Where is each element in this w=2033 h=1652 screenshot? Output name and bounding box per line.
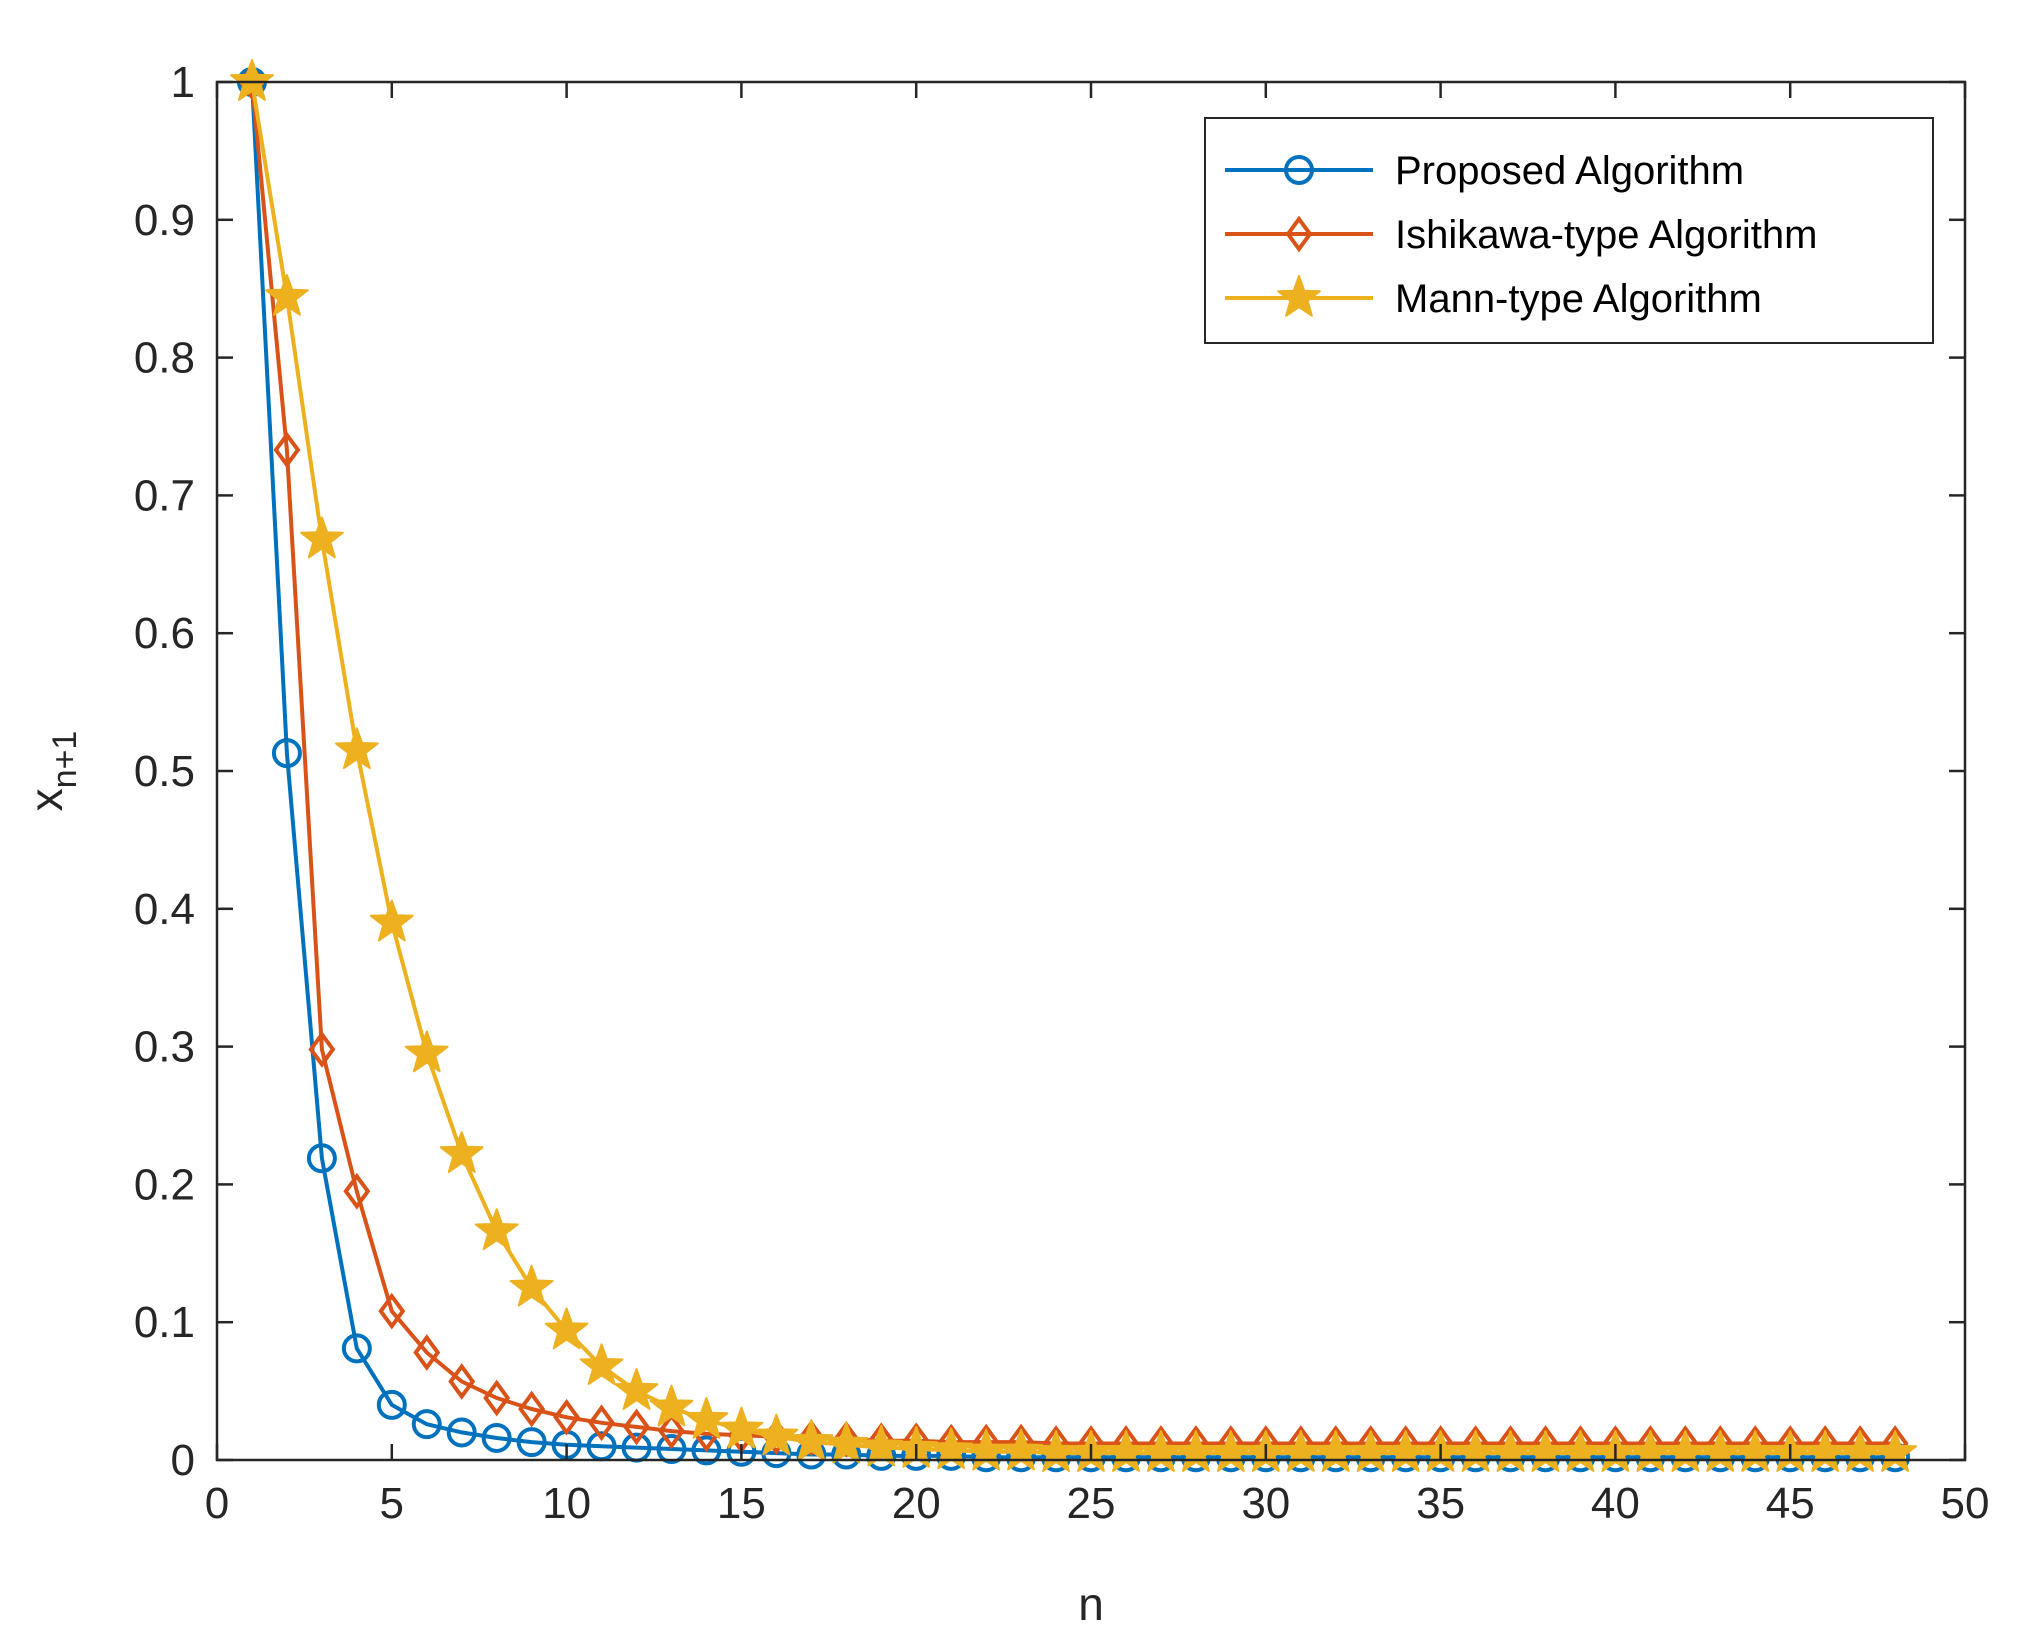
y-tick-label: 1 xyxy=(171,58,195,107)
data-point xyxy=(376,1389,407,1420)
data-point xyxy=(300,516,344,559)
data-point xyxy=(509,1264,554,1307)
data-point xyxy=(797,1419,825,1457)
tick-labels: 0 5 10 15 20 25 30 35 40 45 50 0 0.1 0.2 0.3 0.4 0.5 0.6 0… xyxy=(134,58,1990,1528)
data-point xyxy=(649,1384,694,1427)
data-point xyxy=(265,274,309,316)
legend-entry: Mann-type Algorithm xyxy=(1225,275,1762,321)
y-tick-label: 0.3 xyxy=(134,1023,195,1072)
data-point xyxy=(306,1143,337,1174)
data-point xyxy=(553,1398,581,1436)
data-point xyxy=(273,431,301,469)
x-tick-label: 45 xyxy=(1766,1479,1815,1528)
data-point xyxy=(483,1379,511,1417)
series-line xyxy=(250,81,1896,1446)
data-point xyxy=(656,1433,687,1464)
data-point xyxy=(579,1343,624,1386)
y-tick-label: 0.9 xyxy=(134,196,195,245)
data-point xyxy=(481,1422,512,1453)
y-tick-label: 0.4 xyxy=(134,885,195,934)
data-point xyxy=(413,1334,441,1371)
data-point xyxy=(404,1030,449,1073)
data-point xyxy=(474,1208,519,1251)
legend-entry: Proposed Algorithm xyxy=(1225,149,1744,193)
data-point xyxy=(343,1172,371,1210)
data-point xyxy=(614,1368,659,1410)
legend-label: Ishikawa-type Algorithm xyxy=(1395,213,1817,257)
data-point xyxy=(824,1421,869,1464)
x-tick-label: 0 xyxy=(205,1479,229,1528)
x-tick-label: 20 xyxy=(892,1479,941,1528)
data-point xyxy=(516,1427,547,1458)
y-tick-label: 0.8 xyxy=(134,334,195,383)
legend-label: Proposed Algorithm xyxy=(1395,149,1744,193)
y-axis-label-base: x xyxy=(20,788,72,811)
legend-entry: Ishikawa-type Algorithm xyxy=(1225,213,1817,257)
legend-marker xyxy=(1285,215,1313,253)
x-tick-label: 25 xyxy=(1067,1479,1116,1528)
y-axis-label-subscript: n+1 xyxy=(46,731,84,789)
legend-marker xyxy=(1284,155,1314,185)
data-point xyxy=(719,1406,764,1449)
x-axis-label: n xyxy=(1078,1578,1104,1630)
x-tick-label: 15 xyxy=(717,1479,766,1528)
data-point xyxy=(691,1435,722,1466)
y-tick-label: 0 xyxy=(171,1436,195,1485)
data-point xyxy=(230,59,274,101)
data-point xyxy=(334,727,379,770)
data-point xyxy=(544,1307,589,1350)
x-tick-label: 10 xyxy=(542,1479,591,1528)
data-point xyxy=(859,1424,904,1467)
data-point xyxy=(341,1333,372,1364)
legend-label: Mann-type Algorithm xyxy=(1395,277,1762,321)
y-tick-label: 0.7 xyxy=(134,471,195,520)
legend: Proposed Algorithm Ishikawa-type Algorith… xyxy=(1204,117,1934,344)
x-tick-label: 30 xyxy=(1241,1479,1290,1528)
data-point xyxy=(378,1292,406,1330)
x-tick-label: 40 xyxy=(1591,1479,1640,1528)
data-point xyxy=(754,1413,799,1456)
data-point xyxy=(446,1417,477,1448)
data-point xyxy=(684,1397,729,1439)
data-point xyxy=(1873,1430,1917,1472)
x-tick-label: 50 xyxy=(1941,1479,1990,1528)
axes xyxy=(215,80,1967,1462)
data-point xyxy=(411,1409,442,1440)
y-tick-label: 0.1 xyxy=(134,1298,195,1347)
data-point xyxy=(448,1363,476,1400)
data-point xyxy=(623,1408,651,1446)
y-tick-label: 0.5 xyxy=(134,747,195,796)
legend-marker xyxy=(1277,275,1321,317)
x-tick-label: 5 xyxy=(380,1479,404,1528)
data-point xyxy=(789,1419,834,1461)
data-point xyxy=(308,1030,336,1068)
y-tick-label: 0.6 xyxy=(134,609,195,658)
y-axis-label: xn+1 xyxy=(20,731,84,812)
data-point xyxy=(439,1131,484,1173)
x-tick-label: 35 xyxy=(1416,1479,1465,1528)
data-point xyxy=(518,1390,546,1428)
data-point xyxy=(588,1404,616,1442)
data-point xyxy=(369,899,414,942)
y-tick-label: 0.2 xyxy=(134,1160,195,1209)
data-point xyxy=(271,738,302,769)
data-point xyxy=(657,1412,685,1450)
legend-box xyxy=(1204,117,1934,344)
